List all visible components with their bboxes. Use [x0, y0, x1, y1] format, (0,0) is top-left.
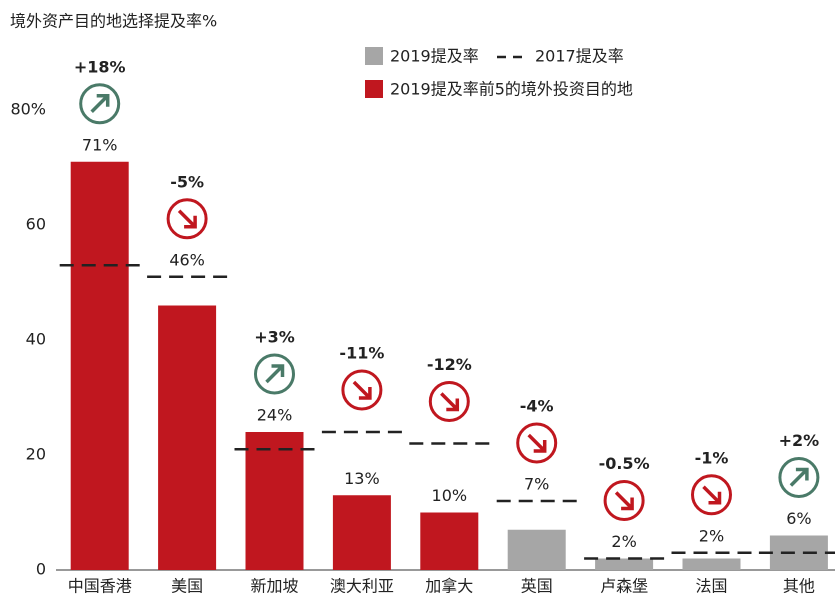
change-indicator — [603, 480, 645, 521]
bar — [420, 512, 479, 570]
y-tick-label: 0 — [36, 560, 46, 579]
x-tick-label: 加拿大 — [425, 577, 473, 596]
x-tick-label: 澳大利亚 — [330, 577, 394, 596]
x-tick-label: 中国香港 — [68, 577, 132, 596]
change-label: +2% — [779, 431, 820, 450]
bar — [70, 161, 129, 570]
y-tick-label: 20 — [26, 445, 46, 464]
change-arrow — [177, 209, 197, 229]
data-label: 6% — [786, 509, 811, 528]
data-label: 24% — [257, 406, 293, 425]
data-label: 7% — [524, 475, 549, 494]
x-tick-label: 其他 — [783, 577, 815, 596]
bar — [595, 558, 654, 570]
change-label: +3% — [254, 328, 295, 347]
legend-swatch — [365, 47, 383, 65]
data-label: 46% — [169, 250, 205, 269]
bar — [158, 305, 217, 570]
change-indicator — [516, 422, 558, 464]
change-indicator — [254, 353, 295, 395]
x-tick-label: 英国 — [521, 577, 553, 596]
x-tick-label: 新加坡 — [250, 577, 298, 596]
legend-label: 2017提及率 — [535, 47, 624, 66]
change-indicator — [428, 381, 470, 422]
change-label: -11% — [339, 344, 384, 363]
bar — [682, 558, 741, 570]
change-arrow — [614, 491, 634, 511]
change-label: -1% — [695, 448, 729, 467]
change-indicator — [778, 457, 820, 498]
data-label: 2% — [699, 526, 724, 545]
chart-title: 境外资产目的地选择提及率% — [10, 12, 217, 31]
data-label: 71% — [82, 135, 118, 154]
change-arrow — [527, 433, 547, 453]
legend-swatch — [365, 80, 383, 98]
change-indicator — [166, 198, 208, 240]
legend-label: 2019提及率 — [390, 47, 479, 66]
change-label: -0.5% — [599, 454, 650, 473]
data-label: 10% — [432, 486, 468, 505]
change-indicator — [341, 369, 383, 411]
change-arrow — [90, 94, 110, 113]
change-label: -12% — [427, 355, 472, 374]
y-tick-label: 80% — [10, 100, 46, 119]
change-indicator — [691, 474, 732, 516]
y-tick-label: 40 — [26, 330, 46, 349]
data-label: 13% — [344, 469, 380, 488]
bar — [507, 529, 566, 570]
bar — [769, 535, 828, 570]
y-tick-label: 60 — [26, 215, 46, 234]
x-tick-label: 法国 — [695, 577, 727, 596]
change-arrow — [265, 364, 285, 384]
change-label: -4% — [520, 397, 554, 416]
change-arrow — [702, 485, 722, 505]
change-arrow — [352, 380, 372, 400]
legend-label: 2019提及率前5的境外投资目的地 — [390, 80, 633, 99]
bar — [332, 495, 391, 570]
data-label: 2% — [611, 532, 636, 551]
change-label: -5% — [170, 172, 204, 191]
x-tick-label: 卢森堡 — [600, 577, 648, 596]
change-indicator — [79, 83, 121, 125]
change-arrow — [789, 467, 809, 487]
change-label: +18% — [74, 57, 126, 76]
change-arrow — [440, 392, 460, 412]
x-tick-label: 美国 — [171, 577, 203, 596]
bar — [245, 432, 304, 570]
